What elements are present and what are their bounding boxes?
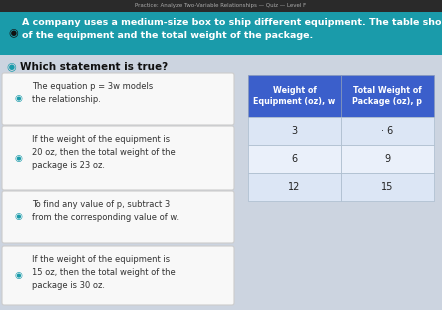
Bar <box>341 173 434 201</box>
Text: ◉: ◉ <box>14 271 22 280</box>
Bar <box>248 145 341 173</box>
Text: ◉: ◉ <box>14 212 22 222</box>
Text: · 6: · 6 <box>381 126 394 136</box>
Text: If the weight of the equipment is
20 oz, then the total weight of the
package is: If the weight of the equipment is 20 oz,… <box>32 135 176 170</box>
Text: 9: 9 <box>385 154 391 164</box>
Text: The equation p = 3w models
the relationship.: The equation p = 3w models the relations… <box>32 82 153 104</box>
Text: Weight of
Equipment (oz), w: Weight of Equipment (oz), w <box>253 86 335 106</box>
Bar <box>341 117 434 145</box>
Text: If the weight of the equipment is
15 oz, then the total weight of the
package is: If the weight of the equipment is 15 oz,… <box>32 255 176 290</box>
FancyBboxPatch shape <box>2 246 234 305</box>
Text: ◉: ◉ <box>14 153 22 162</box>
Text: ◉: ◉ <box>8 29 18 38</box>
Text: ◉: ◉ <box>14 95 22 104</box>
Text: 12: 12 <box>288 182 301 192</box>
Bar <box>248 75 341 117</box>
FancyBboxPatch shape <box>2 73 234 125</box>
Text: Practice: Analyze Two-Variable Relationships — Quiz — Level F: Practice: Analyze Two-Variable Relations… <box>135 3 307 8</box>
Bar <box>248 173 341 201</box>
Text: Total Weight of
Package (oz), p: Total Weight of Package (oz), p <box>353 86 423 106</box>
Text: A company uses a medium-size box to ship different equipment. The table shows th: A company uses a medium-size box to ship… <box>22 18 442 39</box>
FancyBboxPatch shape <box>2 191 234 243</box>
Bar <box>248 117 341 145</box>
Text: 3: 3 <box>291 126 297 136</box>
FancyBboxPatch shape <box>2 126 234 190</box>
Text: 15: 15 <box>381 182 394 192</box>
Bar <box>341 75 434 117</box>
Text: ◉: ◉ <box>6 62 16 72</box>
Text: 6: 6 <box>291 154 297 164</box>
Text: To find any value of p, subtract 3
from the corresponding value of w.: To find any value of p, subtract 3 from … <box>32 200 179 222</box>
Text: Which statement is true?: Which statement is true? <box>20 62 168 72</box>
Bar <box>0 0 442 12</box>
Bar <box>0 12 442 55</box>
Bar <box>341 145 434 173</box>
